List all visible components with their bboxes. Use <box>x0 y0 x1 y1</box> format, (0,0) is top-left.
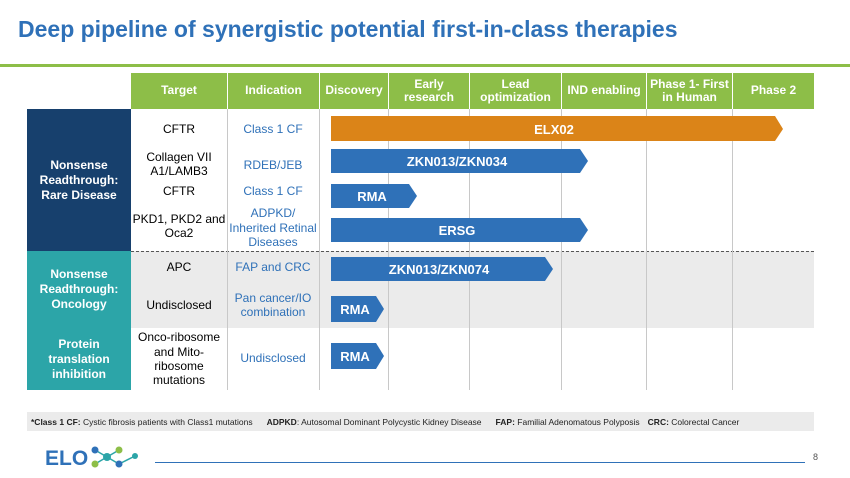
program-label: ZKN013/ZKN034 <box>407 154 508 169</box>
category-rare-disease: Nonsense Readthrough: Rare Disease <box>27 109 131 251</box>
header-lead-optimization: Lead optimization <box>470 73 561 109</box>
svg-text:ELO: ELO <box>45 447 88 470</box>
program-label: ERSG <box>439 223 476 238</box>
grid-line <box>319 109 320 390</box>
category-protein-translation: Protein translation inhibition <box>27 328 131 390</box>
section-divider <box>131 251 814 252</box>
target-cell: PKD1, PKD2 and Oca2 <box>132 211 226 240</box>
eloxx-logo: ELO <box>45 446 138 470</box>
footnote-class1: *Class 1 CF: Cystic fibrosis patients wi… <box>31 416 253 427</box>
program-label: RMA <box>340 302 370 317</box>
header-indication: Indication <box>228 73 319 109</box>
program-arrow: ZKN013/ZKN034 <box>331 149 588 173</box>
indication-cell: ADPKD/ Inherited Retinal Diseases <box>229 206 317 250</box>
grid-line <box>561 109 562 390</box>
indication-cell: Undisclosed <box>240 350 306 365</box>
program-label: RMA <box>340 349 370 364</box>
pipeline-table: Target Indication Discovery Early resear… <box>27 73 814 390</box>
grid-line <box>388 109 389 390</box>
grid-line <box>469 109 470 390</box>
header-phase-1: Phase 1- First in Human <box>647 73 732 109</box>
indication-cell: Class 1 CF <box>243 183 303 198</box>
indication-cell: FAP and CRC <box>235 259 311 274</box>
indication-cell: RDEB/JEB <box>243 157 303 172</box>
program-label: ZKN013/ZKN074 <box>389 262 490 277</box>
footnote-crc: CRC: Colorectal Cancer <box>647 416 740 427</box>
program-arrow: RMA <box>331 296 384 322</box>
header-phase-2: Phase 2 <box>733 73 814 109</box>
program-label: RMA <box>357 189 387 204</box>
program-arrow: RMA <box>331 184 417 208</box>
target-cell: APC <box>166 259 192 274</box>
grid-line <box>227 109 228 390</box>
program-arrow: ZKN013/ZKN074 <box>331 257 553 281</box>
footnote-adpkd: ADPKD: Autosomal Dominant Polycystic Kid… <box>266 416 482 427</box>
program-arrow: RMA <box>331 343 384 369</box>
header-discovery: Discovery <box>320 73 388 109</box>
program-arrow: ELX02 <box>331 116 783 141</box>
header-early-research: Early research <box>389 73 469 109</box>
footnote: *Class 1 CF: Cystic fibrosis patients wi… <box>27 412 814 431</box>
footnote-fap: FAP: Familial Adenomatous Polyposis <box>495 416 640 427</box>
grid-line <box>646 109 647 390</box>
target-cell: CFTR <box>163 183 195 198</box>
header-target: Target <box>131 73 227 109</box>
footer-divider <box>155 462 805 463</box>
target-cell: Collagen VII A1/LAMB3 <box>146 149 212 178</box>
title-divider <box>0 64 850 67</box>
grid-line <box>732 109 733 390</box>
program-arrow: ERSG <box>331 218 588 242</box>
molecule-icon <box>91 446 138 468</box>
target-cell: CFTR <box>163 121 195 136</box>
indication-cell: Class 1 CF <box>243 121 303 136</box>
header-ind-enabling: IND enabling <box>562 73 646 109</box>
target-cell: Onco-ribosome and Mito-ribosome mutation… <box>137 330 221 388</box>
indication-cell: Pan cancer/IO combination <box>234 290 312 319</box>
page-title: Deep pipeline of synergistic potential f… <box>18 16 678 42</box>
program-arrows: ELX02 ZKN013/ZKN034 RMA ERSG ZKN013/ZKN0… <box>331 116 783 369</box>
category-oncology: Nonsense Readthrough: Oncology <box>27 251 131 328</box>
page-number: 8 <box>813 452 819 462</box>
target-cell: Undisclosed <box>146 297 212 312</box>
program-label: ELX02 <box>534 122 574 137</box>
